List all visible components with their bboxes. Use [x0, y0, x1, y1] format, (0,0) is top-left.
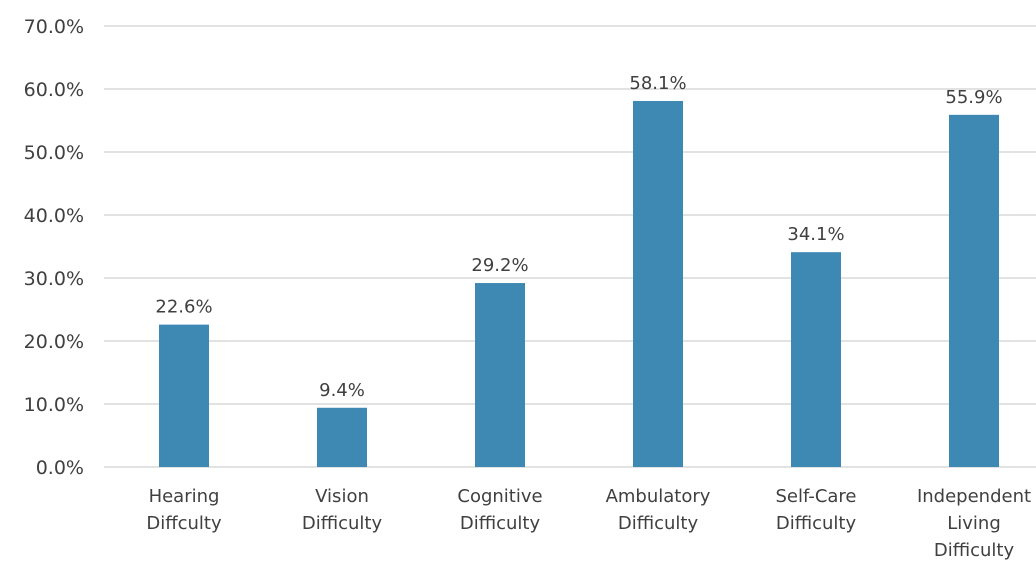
x-category-label-line: Diffculty — [146, 513, 222, 534]
y-tick-label: 20.0% — [24, 331, 84, 353]
bar — [317, 407, 367, 467]
data-label: 22.6% — [155, 297, 212, 318]
bar — [791, 252, 841, 467]
x-category-label-line: Difficulty — [460, 513, 541, 534]
y-axis-tick-labels: 0.0% 10.0% 20.0% 30.0% 40.0% 50.0% 60.0% 70.0% — [24, 16, 84, 479]
y-tick-label: 60.0% — [24, 79, 84, 101]
x-category-label-line: Independent — [917, 486, 1031, 507]
y-tick-label: 0.0% — [36, 457, 84, 479]
y-tick-label: 30.0% — [24, 268, 84, 290]
y-tick-label: 10.0% — [24, 394, 84, 416]
bar — [633, 100, 683, 467]
x-category-label-line: Difficulty — [302, 513, 383, 534]
bar — [949, 114, 999, 467]
x-category-label: Self-Care Difficulty — [775, 486, 856, 534]
y-tick-label: 40.0% — [24, 205, 84, 227]
gridlines — [104, 25, 1036, 468]
x-category-label-line: Difficulty — [776, 513, 857, 534]
x-category-label-line: Living — [947, 513, 1001, 534]
x-category-label-line: Hearing — [149, 486, 220, 507]
data-label: 29.2% — [471, 255, 528, 276]
x-category-label-line: Self-Care — [775, 486, 856, 507]
data-labels: 22.6% 9.4% 29.2% 58.1% 34.1% 55.9% — [155, 73, 1002, 401]
y-tick-label: 70.0% — [24, 16, 84, 38]
x-category-label-line: Vision — [315, 486, 369, 507]
x-category-label-line: Difficulty — [618, 513, 699, 534]
y-tick-label: 50.0% — [24, 142, 84, 164]
x-category-label: Cognitive Difficulty — [457, 486, 542, 534]
x-category-label: Vision Difficulty — [302, 486, 383, 534]
x-category-label: Ambulatory Difficulty — [606, 486, 711, 534]
bar — [159, 324, 209, 467]
data-label: 9.4% — [319, 380, 365, 401]
bar — [475, 283, 525, 467]
x-category-label-line: Cognitive — [457, 486, 542, 507]
x-category-label-line: Difficulty — [934, 540, 1015, 561]
x-category-label: Independent Living Difficulty — [917, 486, 1031, 561]
data-label: 55.9% — [945, 87, 1002, 108]
data-label: 34.1% — [787, 224, 844, 245]
data-label: 58.1% — [629, 73, 686, 94]
x-category-label: Hearing Diffculty — [146, 486, 222, 534]
bars — [159, 100, 999, 467]
x-category-label-line: Ambulatory — [606, 486, 711, 507]
